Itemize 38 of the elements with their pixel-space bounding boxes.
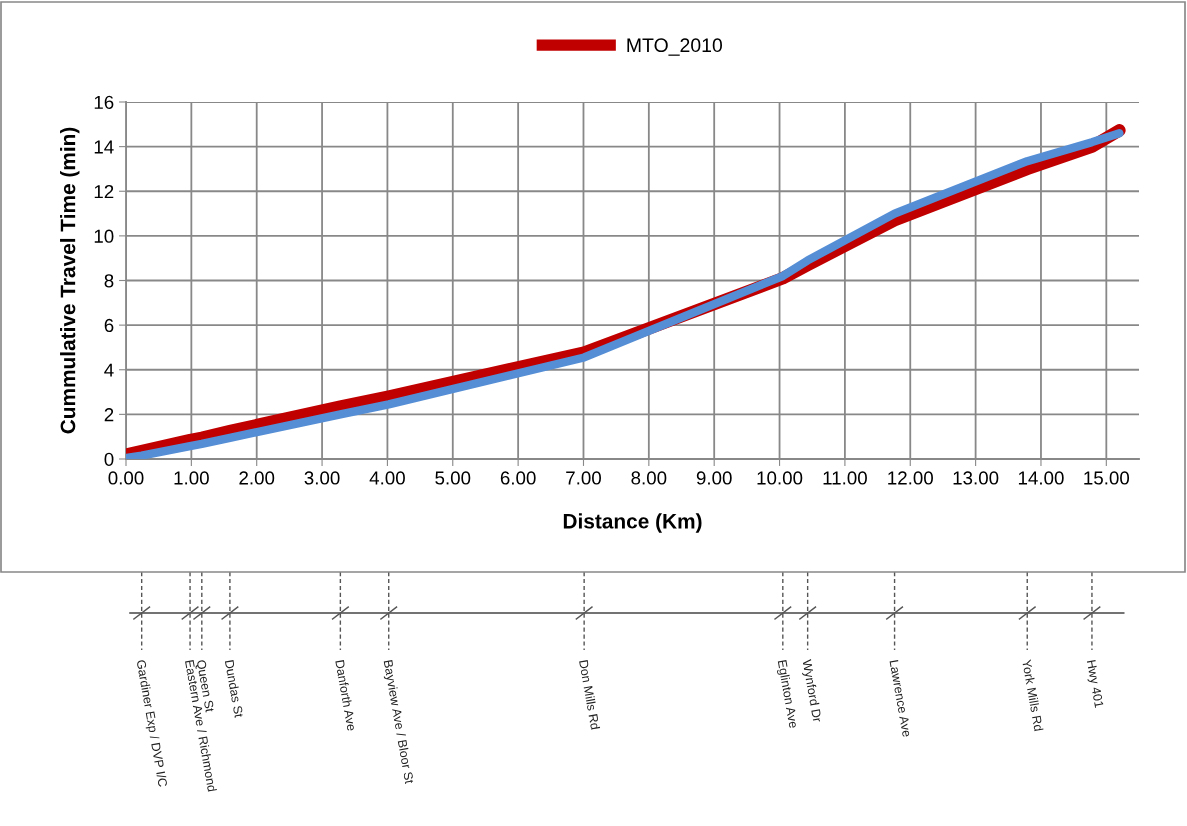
x-tick-label: 15.00 bbox=[1084, 471, 1130, 485]
y-axis-title: Cummulative Travel Time (min) bbox=[60, 127, 80, 434]
x-tick-label: 7.00 bbox=[566, 471, 601, 485]
text: York Mills Rd bbox=[1022, 659, 1044, 732]
x-tick-label: 3.00 bbox=[304, 471, 340, 485]
x-tick-label: 8.00 bbox=[631, 471, 667, 485]
x-tick-label: 2.00 bbox=[239, 471, 275, 485]
text: Bayview Ave / Bloor St bbox=[381, 660, 415, 785]
x-tick-label: 11.00 bbox=[823, 471, 867, 485]
y-tick-label: 16 bbox=[94, 95, 114, 109]
text: Dundas St bbox=[224, 660, 244, 718]
text: Lawrence Ave bbox=[889, 660, 912, 738]
x-tick-label: 9.00 bbox=[696, 471, 732, 485]
x-tick-label: 0.00 bbox=[108, 471, 144, 485]
text: Wynford Dr bbox=[799, 659, 823, 723]
y-tick-label: 12 bbox=[94, 184, 114, 199]
x-tick-label: 4.00 bbox=[369, 471, 405, 485]
x-tick-label: 12.00 bbox=[888, 471, 933, 485]
y-tick-label: 14 bbox=[94, 140, 114, 154]
x-tick-label: 13.00 bbox=[953, 471, 999, 485]
legend-label: MTO_2010 bbox=[627, 38, 723, 56]
x-tick-label: 1.00 bbox=[174, 471, 209, 485]
x-tick-label: 5.00 bbox=[435, 471, 471, 485]
x-axis-title: Distance (Km) bbox=[563, 513, 702, 533]
text: Danforth Ave bbox=[335, 660, 357, 731]
y-tick-label: 10 bbox=[94, 229, 114, 243]
x-tick-label: 10.00 bbox=[757, 471, 803, 485]
y-tick-label: 0 bbox=[104, 452, 114, 466]
text: Hwy 401 bbox=[1084, 660, 1104, 709]
x-tick-label: 14.00 bbox=[1018, 471, 1064, 485]
y-tick-label: 6 bbox=[104, 318, 114, 333]
y-tick-label: 2 bbox=[104, 408, 114, 422]
y-tick-label: 8 bbox=[104, 274, 114, 288]
x-tick-label: 6.00 bbox=[500, 471, 536, 485]
y-tick-label: 4 bbox=[104, 363, 114, 377]
text: Don Mills Rd bbox=[579, 660, 601, 730]
text: Eglinton Ave bbox=[775, 660, 799, 729]
text: Gardiner Exp / DVP I/C bbox=[134, 659, 168, 788]
